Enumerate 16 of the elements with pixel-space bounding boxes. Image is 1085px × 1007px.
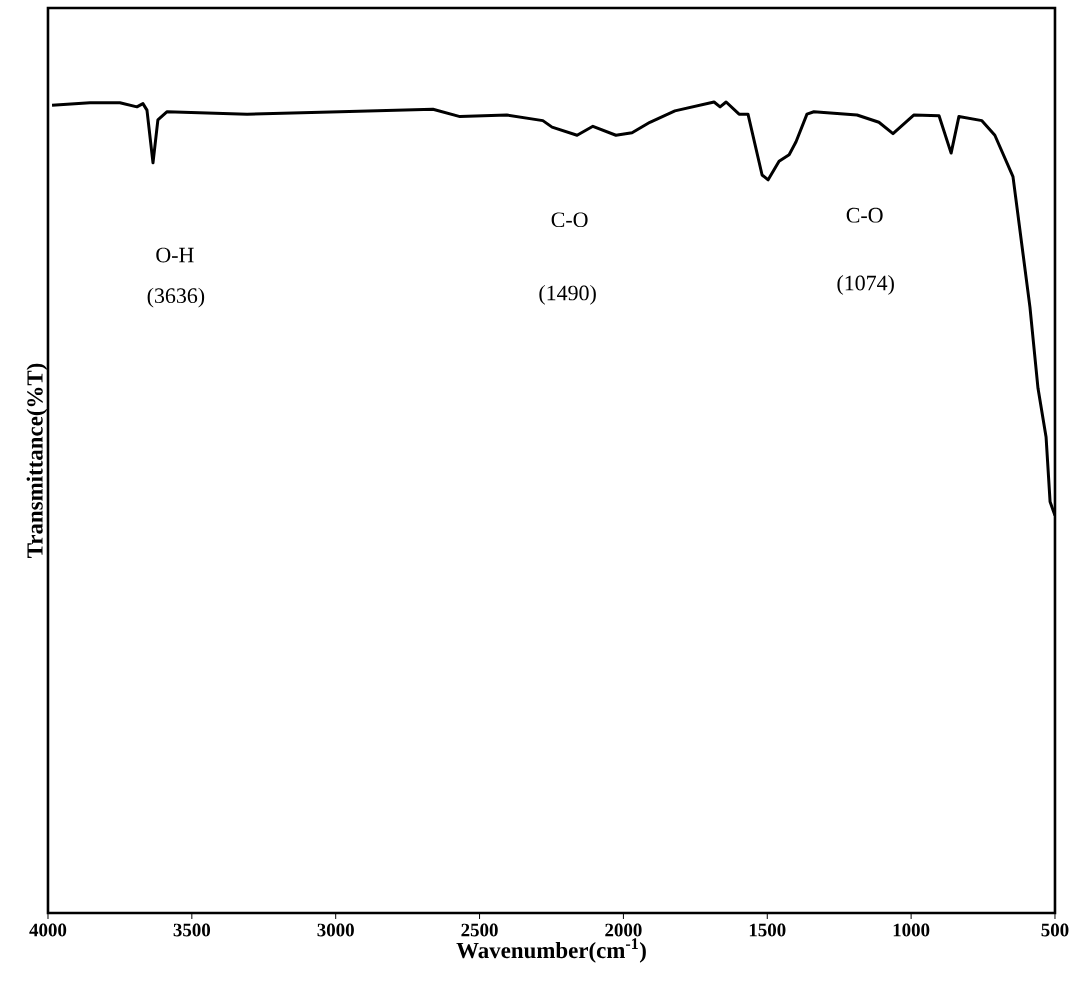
x-tick-label: 3000 <box>317 923 354 937</box>
annotation: C-O <box>551 212 588 228</box>
y-axis-title: Transmittance(%T) <box>26 363 48 558</box>
annotation: (1074) <box>837 274 894 295</box>
annotation: (3636) <box>147 287 205 308</box>
x-tick-label: 1500 <box>749 923 786 937</box>
x-axis-title: Wavenumber(cm$^{-1}$) <box>456 938 646 963</box>
annotation: C-O <box>846 207 883 223</box>
x-tick-label: 500 <box>1041 923 1069 937</box>
x-tick-label: 2000 <box>605 923 642 937</box>
x-tick-label: 3500 <box>173 923 211 937</box>
annotation: O-H <box>156 247 194 263</box>
annotation: (1490) <box>539 284 596 305</box>
x-tick-label: 4000 <box>29 923 67 937</box>
x-tick-label: 2500 <box>461 923 498 937</box>
x-tick-label: 1000 <box>893 923 930 937</box>
